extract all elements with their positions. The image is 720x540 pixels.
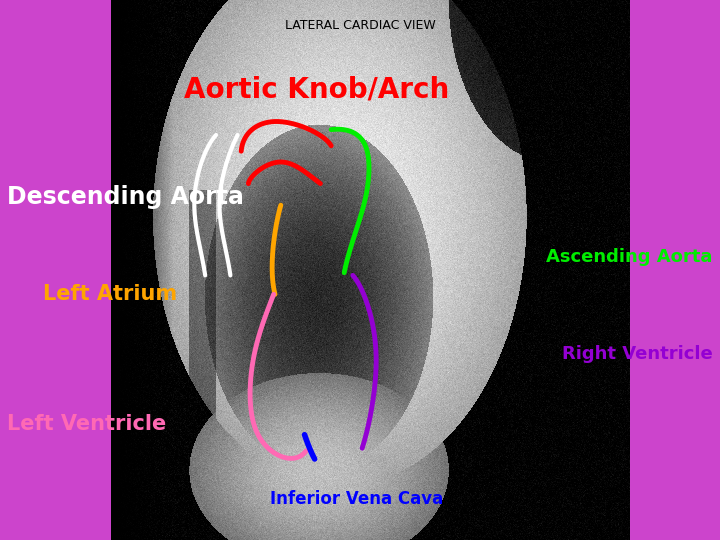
Text: LATERAL CARDIAC VIEW: LATERAL CARDIAC VIEW: [284, 19, 436, 32]
Text: Inferior Vena Cava: Inferior Vena Cava: [270, 490, 443, 509]
Text: Descending Aorta: Descending Aorta: [7, 185, 244, 209]
Text: Right Ventricle: Right Ventricle: [562, 345, 713, 363]
Text: Aortic Knob/Arch: Aortic Knob/Arch: [184, 75, 449, 103]
Text: Left Ventricle: Left Ventricle: [7, 414, 166, 434]
Text: Ascending Aorta: Ascending Aorta: [546, 247, 713, 266]
Text: Left Atrium: Left Atrium: [43, 284, 177, 305]
